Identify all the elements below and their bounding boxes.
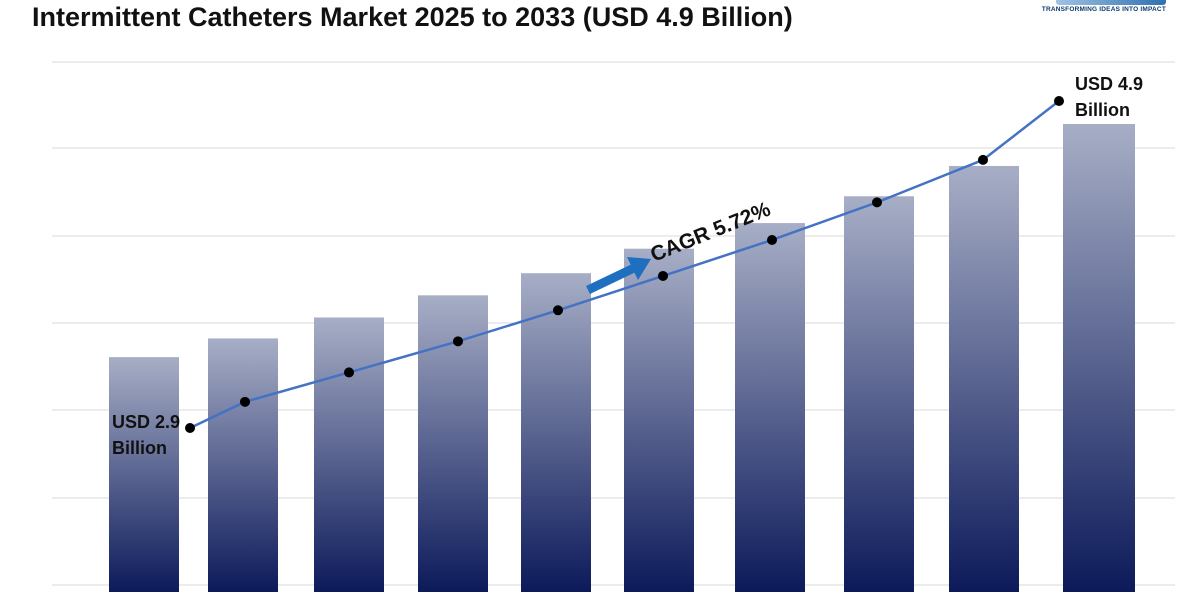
trend-point — [767, 234, 777, 245]
trend-line — [189, 100, 1060, 430]
page-title: Intermittent Catheters Market 2025 to 20… — [32, 2, 793, 32]
bar — [624, 248, 694, 593]
brand-logo-mark — [1056, 0, 1166, 5]
end-value-line2: Billion — [1075, 100, 1130, 120]
bar — [418, 295, 488, 592]
trend-line-group — [185, 96, 1064, 433]
cagr-arrow — [586, 257, 651, 295]
bar — [844, 196, 914, 592]
trend-point — [453, 336, 463, 347]
trend-point — [872, 197, 882, 208]
trend-point — [978, 154, 988, 165]
bar — [314, 317, 384, 592]
trend-point — [1054, 96, 1064, 106]
bar — [208, 338, 278, 592]
bar — [109, 357, 179, 592]
end-value-line1: USD 4.9 — [1075, 74, 1143, 94]
cagr-arrow-head — [627, 257, 651, 280]
brand-tagline: TRANSFORMING IDEAS INTO IMPACT — [1041, 6, 1166, 13]
brand-logo: TRANSFORMING IDEAS INTO IMPACT — [1042, 0, 1166, 13]
start-value-line1: USD 2.9 — [112, 412, 180, 432]
bars — [109, 124, 1135, 593]
trend-point — [240, 396, 250, 407]
bar — [1063, 124, 1135, 592]
trend-point — [185, 423, 195, 433]
bar — [949, 165, 1019, 592]
bar — [521, 273, 591, 592]
trend-point — [658, 270, 668, 281]
trend-point — [344, 367, 354, 378]
trend-point — [553, 305, 563, 316]
cagr-arrow-shaft — [586, 263, 636, 295]
start-value-line2: Billion — [112, 438, 167, 458]
bar — [735, 223, 805, 592]
